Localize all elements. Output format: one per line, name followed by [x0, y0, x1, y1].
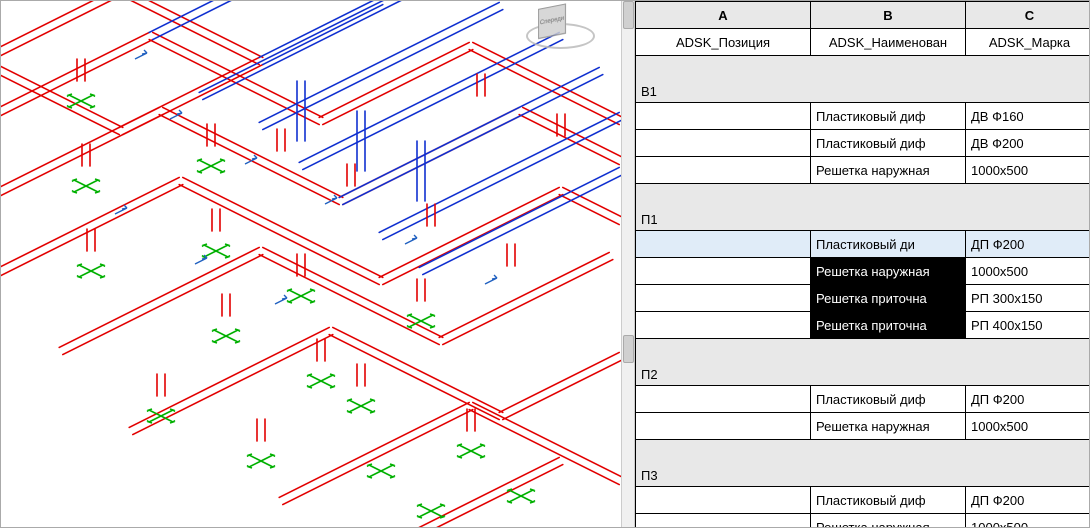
cell-b[interactable]: Решетка наружная: [811, 514, 966, 528]
flow-arrow-icon: [275, 295, 287, 304]
diffuser-icon: [247, 454, 275, 468]
diffuser-icon: [77, 264, 105, 278]
column-letter-row: A B C: [636, 2, 1090, 29]
cell-b[interactable]: Решетка приточна: [811, 312, 966, 339]
cell-b[interactable]: Решетка приточна: [811, 285, 966, 312]
group-label: В1: [636, 56, 1090, 103]
cell-c[interactable]: 1000x500: [966, 413, 1090, 440]
cell-b[interactable]: Решетка наружная: [811, 258, 966, 285]
view-cube[interactable]: Справа Спереди: [526, 5, 591, 55]
table-row[interactable]: Решетка приточнаРП 400x150: [636, 312, 1090, 339]
cell-b[interactable]: Пластиковый диф: [811, 386, 966, 413]
col-letter[interactable]: C: [966, 2, 1090, 29]
cell-b[interactable]: Решетка наружная: [811, 413, 966, 440]
flow-arrow-icon: [135, 50, 147, 59]
cell-a[interactable]: [636, 386, 811, 413]
table-row[interactable]: Пластиковый дифДВ Ф200: [636, 130, 1090, 157]
group-label: П2: [636, 339, 1090, 386]
cell-a[interactable]: [636, 157, 811, 184]
col-header[interactable]: ADSK_Позиция: [636, 29, 811, 56]
group-label: П3: [636, 440, 1090, 487]
column-header-row: ADSK_Позиция ADSK_Наименован ADSK_Марка: [636, 29, 1090, 56]
cell-b[interactable]: Пластиковый ди: [811, 231, 966, 258]
table-row[interactable]: Решетка приточнаРП 300x150: [636, 285, 1090, 312]
table-row[interactable]: Решетка наружная1000x500: [636, 157, 1090, 184]
diffuser-icon: [347, 399, 375, 413]
cell-a[interactable]: [636, 130, 811, 157]
cell-c[interactable]: РП 400x150: [966, 312, 1090, 339]
cell-c[interactable]: ДВ Ф200: [966, 130, 1090, 157]
viewcube-face-front[interactable]: Спереди: [538, 3, 566, 39]
cell-b[interactable]: Пластиковый диф: [811, 487, 966, 514]
cell-a[interactable]: [636, 103, 811, 130]
cell-a[interactable]: [636, 285, 811, 312]
model-3d-viewport[interactable]: Справа Спереди: [1, 1, 621, 527]
cell-c[interactable]: ДП Ф200: [966, 487, 1090, 514]
cell-a[interactable]: [636, 487, 811, 514]
cell-a[interactable]: [636, 231, 811, 258]
group-label: П1: [636, 184, 1090, 231]
diffuser-icon: [417, 504, 445, 518]
flow-arrow-icon: [405, 235, 417, 244]
cell-c[interactable]: ДП Ф200: [966, 386, 1090, 413]
diffuser-icon: [72, 179, 100, 193]
diffuser-icon: [367, 464, 395, 478]
splitter-handle-icon[interactable]: [623, 335, 634, 363]
table-row[interactable]: Решетка наружная1000x500: [636, 514, 1090, 528]
cell-c[interactable]: ДВ Ф160: [966, 103, 1090, 130]
cell-b[interactable]: Пластиковый диф: [811, 130, 966, 157]
group-row[interactable]: П1: [636, 184, 1090, 231]
col-header[interactable]: ADSK_Марка: [966, 29, 1090, 56]
table-row[interactable]: Пластиковый диДП Ф200: [636, 231, 1090, 258]
table-row[interactable]: Решетка наружная1000x500: [636, 413, 1090, 440]
schedule-panel: A B C ADSK_Позиция ADSK_Наименован ADSK_…: [635, 1, 1089, 527]
cell-c[interactable]: РП 300x150: [966, 285, 1090, 312]
cell-a[interactable]: [636, 413, 811, 440]
diffuser-icon: [457, 444, 485, 458]
diffuser-icon: [507, 489, 535, 503]
col-header[interactable]: ADSK_Наименован: [811, 29, 966, 56]
cell-c[interactable]: 1000x500: [966, 157, 1090, 184]
table-row[interactable]: Пластиковый дифДВ Ф160: [636, 103, 1090, 130]
cell-b[interactable]: Пластиковый диф: [811, 103, 966, 130]
split-gutter[interactable]: [621, 1, 635, 527]
schedule-table[interactable]: A B C ADSK_Позиция ADSK_Наименован ADSK_…: [635, 1, 1089, 527]
group-row[interactable]: П2: [636, 339, 1090, 386]
table-row[interactable]: Пластиковый дифДП Ф200: [636, 386, 1090, 413]
diffuser-icon: [212, 329, 240, 343]
cell-a[interactable]: [636, 258, 811, 285]
table-row[interactable]: Пластиковый дифДП Ф200: [636, 487, 1090, 514]
flow-arrow-icon: [195, 255, 207, 264]
cell-c[interactable]: 1000x500: [966, 514, 1090, 528]
cell-c[interactable]: 1000x500: [966, 258, 1090, 285]
diffuser-icon: [197, 159, 225, 173]
flow-arrow-icon: [485, 275, 497, 284]
table-row[interactable]: Решетка наружная1000x500: [636, 258, 1090, 285]
diffuser-icon: [307, 374, 335, 388]
cell-a[interactable]: [636, 312, 811, 339]
group-row[interactable]: П3: [636, 440, 1090, 487]
group-row[interactable]: В1: [636, 56, 1090, 103]
col-letter[interactable]: A: [636, 2, 811, 29]
cell-a[interactable]: [636, 514, 811, 528]
diffuser-icon: [202, 244, 230, 258]
cell-c[interactable]: ДП Ф200: [966, 231, 1090, 258]
splitter-handle-icon[interactable]: [623, 1, 634, 29]
cell-b[interactable]: Решетка наружная: [811, 157, 966, 184]
col-letter[interactable]: B: [811, 2, 966, 29]
ductwork-drawing: [1, 1, 621, 527]
diffuser-icon: [287, 289, 315, 303]
